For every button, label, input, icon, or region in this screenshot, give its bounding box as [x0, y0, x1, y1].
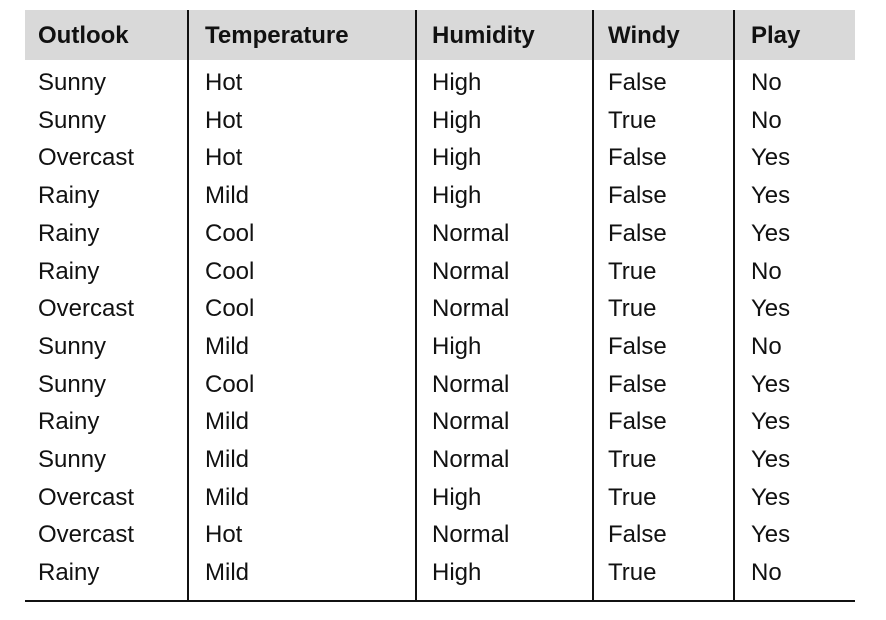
- table-cell: Rainy: [38, 219, 100, 247]
- table-cell: Overcast: [38, 144, 135, 172]
- table-cell: Yes: [751, 521, 791, 549]
- table-cell: High: [432, 144, 482, 172]
- table-cell: False: [608, 408, 667, 436]
- table-cell: True: [608, 257, 657, 285]
- table-cell: Mild: [205, 332, 250, 360]
- table-cell: High: [432, 106, 482, 134]
- table-cell: Mild: [205, 483, 250, 511]
- table-cell: Normal: [432, 295, 510, 323]
- table-cell: Sunny: [38, 106, 107, 134]
- table-cell: High: [432, 559, 482, 587]
- table-cell: Overcast: [38, 483, 135, 511]
- table-cell: True: [608, 483, 657, 511]
- table-cell: High: [432, 483, 482, 511]
- table-cell: False: [608, 370, 667, 398]
- table-cell: High: [432, 69, 482, 96]
- table-cell: Cool: [205, 370, 255, 398]
- header-cell: Windy: [608, 22, 680, 49]
- table-cell: High: [432, 332, 482, 360]
- table-cell: High: [432, 182, 482, 210]
- table-cell: Normal: [432, 446, 510, 473]
- table-cell: Yes: [751, 408, 791, 436]
- table-cell: Normal: [432, 370, 510, 398]
- table-cell: Sunny: [38, 370, 107, 398]
- table-cell: Mild: [205, 559, 250, 587]
- table-cell: Cool: [205, 295, 255, 323]
- table-cell: Normal: [432, 408, 510, 436]
- table-cell: Yes: [751, 370, 791, 398]
- table-cell: Rainy: [38, 182, 100, 210]
- table-cell: False: [608, 219, 667, 247]
- table-cell: Yes: [751, 219, 791, 247]
- table-cell: Yes: [751, 295, 791, 323]
- table-cell: True: [608, 106, 657, 134]
- table-cell: False: [608, 332, 667, 360]
- header-background: [25, 10, 855, 60]
- table-cell: Hot: [205, 521, 243, 549]
- column-divider: [733, 10, 735, 601]
- header-cell: Outlook: [38, 22, 129, 49]
- table-cell: Normal: [432, 521, 510, 549]
- table-cell: Normal: [432, 219, 510, 247]
- table-cell: Yes: [751, 144, 791, 172]
- table-cell: Mild: [205, 408, 250, 436]
- table-cell: Overcast: [38, 295, 135, 323]
- table-cell: No: [751, 257, 782, 285]
- table-cell: Rainy: [38, 257, 100, 285]
- table-cell: Sunny: [38, 446, 107, 473]
- table-cell: Overcast: [38, 521, 135, 549]
- table-cell: Normal: [432, 257, 510, 285]
- table-cell: Sunny: [38, 332, 107, 360]
- table-cell: Rainy: [38, 559, 100, 587]
- header-cell: Humidity: [432, 22, 535, 49]
- table-cell: Yes: [751, 182, 791, 210]
- table-cell: False: [608, 69, 667, 96]
- table-cell: False: [608, 521, 667, 549]
- table-cell: Hot: [205, 144, 243, 172]
- table-cell: Mild: [205, 182, 250, 210]
- header-cell: Temperature: [205, 22, 349, 49]
- table-cell: No: [751, 332, 782, 360]
- table-cell: True: [608, 559, 657, 587]
- table-cell: Hot: [205, 106, 243, 134]
- table-cell: Yes: [751, 446, 791, 473]
- table-cell: False: [608, 182, 667, 210]
- table-cell: Cool: [205, 219, 255, 247]
- table-cell: Hot: [205, 69, 243, 96]
- table-cell: Yes: [751, 483, 791, 511]
- bottom-rule: [25, 600, 855, 602]
- table-cell: Rainy: [38, 408, 100, 436]
- column-divider: [415, 10, 417, 601]
- table-cell: True: [608, 295, 657, 323]
- column-divider: [187, 10, 189, 601]
- header-cell: Play: [751, 22, 801, 49]
- table-cell: Cool: [205, 257, 255, 285]
- table-cell: No: [751, 69, 782, 96]
- table-cell: Sunny: [38, 69, 107, 96]
- table-cell: No: [751, 106, 782, 134]
- table-cell: Mild: [205, 446, 250, 473]
- table-cell: False: [608, 144, 667, 172]
- column-divider: [592, 10, 594, 601]
- table-cell: True: [608, 446, 657, 473]
- table-cell: No: [751, 559, 782, 587]
